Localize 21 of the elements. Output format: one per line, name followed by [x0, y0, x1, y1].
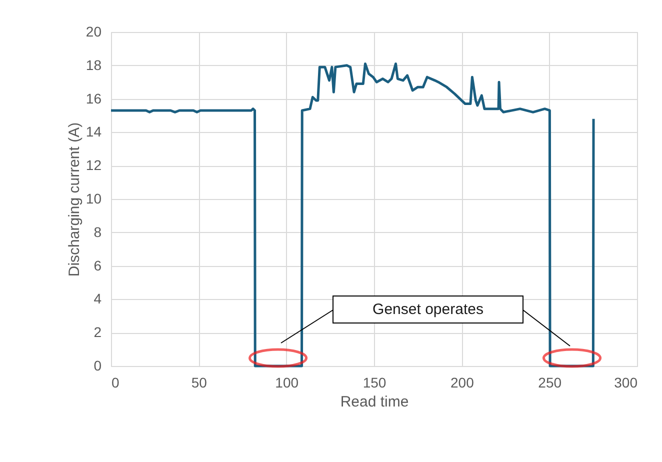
y-tick-label: 12	[86, 157, 102, 174]
y-tick-label: 14	[86, 124, 102, 140]
y-tick-label: 20	[86, 24, 102, 40]
y-tick-label: 6	[94, 257, 102, 274]
x-tick-label: 50	[191, 374, 208, 390]
y-tick-label: 16	[86, 90, 102, 106]
y-tick-label: 0	[94, 358, 102, 374]
line-series	[110, 62, 595, 368]
x-tick-label: 0	[112, 374, 120, 390]
x-tick-label: 300	[614, 374, 638, 390]
x-tick-label: 100	[275, 374, 299, 390]
y-tick-label: 4	[94, 290, 102, 307]
x-axis-title: Read time	[340, 394, 409, 410]
x-tick-label: 200	[450, 374, 474, 390]
y-tick-label: 18	[86, 56, 102, 73]
y-tick-label: 8	[94, 224, 102, 240]
y-tick-label: 2	[94, 324, 102, 340]
x-tick-label: 250	[538, 374, 562, 390]
y-tick-label: 10	[86, 190, 102, 206]
y-axis-title: Discharging current (A)	[66, 122, 83, 277]
x-tick-label: 150	[362, 374, 386, 390]
